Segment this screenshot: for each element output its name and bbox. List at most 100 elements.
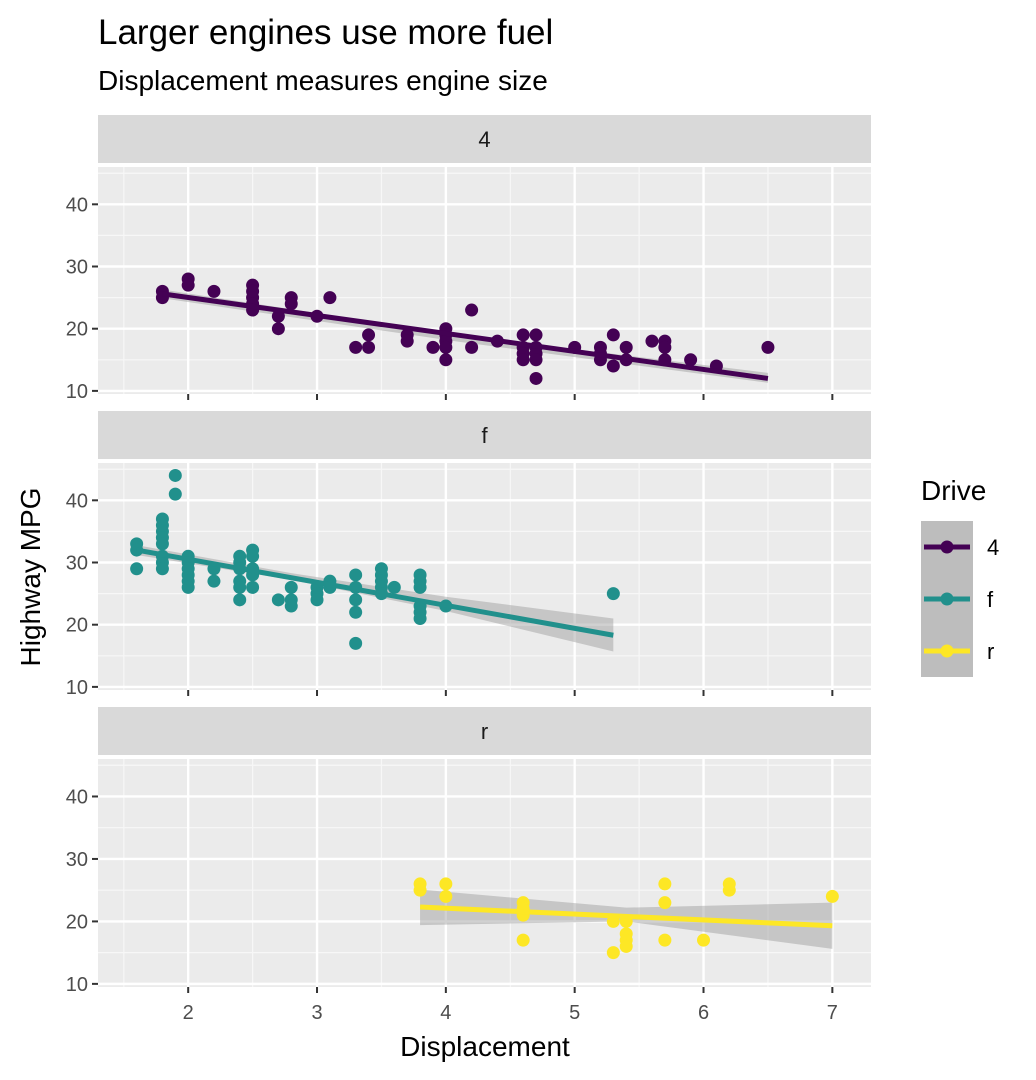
- data-point: [825, 889, 839, 903]
- y-axis-title: Highway MPG: [15, 488, 46, 667]
- data-point: [684, 353, 698, 367]
- data-point: [155, 537, 169, 551]
- data-point: [426, 340, 440, 354]
- data-point: [349, 605, 363, 619]
- data-point: [413, 580, 427, 594]
- facet-4: 4 10 20 30 40: [66, 115, 871, 403]
- facet-strip: [98, 411, 871, 459]
- fit-line: [136, 547, 614, 638]
- data-point: [619, 939, 633, 953]
- data-point: [658, 877, 672, 891]
- data-point: [413, 883, 427, 897]
- y-tick-label: 10: [66, 974, 88, 996]
- facet-f: f 10 20 30 40: [66, 411, 871, 699]
- y-tick-label: 30: [66, 553, 88, 575]
- data-point: [722, 883, 736, 897]
- y-tick-label: 20: [66, 319, 88, 341]
- x-axis-title: Displacement: [400, 1031, 570, 1062]
- data-point: [606, 328, 620, 342]
- data-point: [645, 334, 659, 348]
- data-point: [619, 340, 633, 354]
- fit-line: [419, 904, 833, 929]
- y-tick-label: 40: [66, 786, 88, 808]
- legend: 4 f r: [921, 521, 999, 677]
- data-point: [284, 580, 298, 594]
- x-tick-label: 6: [698, 1002, 709, 1024]
- data-point: [284, 599, 298, 613]
- y-tick-label: 40: [66, 194, 88, 216]
- y-tick-label: 40: [66, 490, 88, 512]
- data-point: [439, 889, 453, 903]
- y-tick-label: 10: [66, 677, 88, 699]
- x-tick-label: 2: [183, 1002, 194, 1024]
- data-point: [516, 328, 530, 342]
- data-point: [168, 487, 182, 501]
- data-point: [362, 340, 376, 354]
- data-point: [439, 877, 453, 891]
- data-point: [658, 340, 672, 354]
- data-point: [606, 946, 620, 960]
- x-tick-label: 3: [311, 1002, 322, 1024]
- fit-line: [162, 291, 769, 381]
- data-point: [271, 322, 285, 336]
- legend-label: 4: [987, 535, 999, 560]
- facet-r: r 10 20 30 40 2 3 4 5 6 7: [66, 707, 871, 1024]
- data-point: [761, 340, 775, 354]
- facet-strip: [98, 707, 871, 755]
- data-point: [349, 593, 363, 607]
- data-point: [439, 353, 453, 367]
- data-point: [349, 340, 363, 354]
- legend-key-point: [940, 592, 954, 606]
- data-point: [465, 303, 479, 317]
- chart-subtitle: Displacement measures engine size: [98, 65, 548, 96]
- data-point: [233, 580, 247, 594]
- x-tick-label: 7: [827, 1002, 838, 1024]
- data-point: [246, 580, 260, 594]
- data-point: [310, 593, 324, 607]
- data-point: [207, 284, 221, 298]
- data-point: [181, 580, 195, 594]
- data-point: [658, 896, 672, 910]
- data-point: [323, 291, 337, 305]
- facet-strip-label: f: [481, 423, 488, 448]
- data-point: [207, 574, 221, 588]
- data-point: [233, 593, 247, 607]
- chart-title: Larger engines use more fuel: [98, 13, 553, 52]
- data-point: [349, 636, 363, 650]
- data-point: [362, 328, 376, 342]
- legend-label: f: [987, 587, 994, 612]
- data-point: [606, 359, 620, 373]
- legend-title: Drive: [921, 475, 986, 506]
- facet-strip-label: r: [481, 719, 488, 744]
- data-point: [697, 933, 711, 947]
- data-point: [387, 580, 401, 594]
- data-point: [413, 611, 427, 625]
- facet-panels: 4 10 20 30 40 f 10 20 30 40 r 10 20 30 40 2 3 4 5 6 7: [66, 115, 871, 1024]
- data-point: [181, 278, 195, 292]
- y-tick-label: 20: [66, 615, 88, 637]
- data-point: [658, 933, 672, 947]
- legend-label: r: [987, 639, 994, 664]
- data-point: [284, 297, 298, 311]
- x-tick-label: 4: [440, 1002, 451, 1024]
- data-point: [155, 562, 169, 576]
- data-point: [465, 340, 479, 354]
- y-tick-label: 20: [66, 911, 88, 933]
- x-tick-label: 5: [569, 1002, 580, 1024]
- data-point: [130, 562, 144, 576]
- y-tick-label: 30: [66, 849, 88, 871]
- data-point: [529, 353, 543, 367]
- data-point: [529, 328, 543, 342]
- data-point: [349, 568, 363, 582]
- legend-key-point: [940, 540, 954, 554]
- facet-strip: [98, 115, 871, 163]
- data-point: [606, 587, 620, 601]
- data-point: [400, 334, 414, 348]
- data-point: [168, 468, 182, 482]
- data-point: [516, 353, 530, 367]
- y-tick-label: 30: [66, 257, 88, 279]
- legend-key-point: [940, 644, 954, 658]
- facet-strip-label: 4: [478, 127, 490, 152]
